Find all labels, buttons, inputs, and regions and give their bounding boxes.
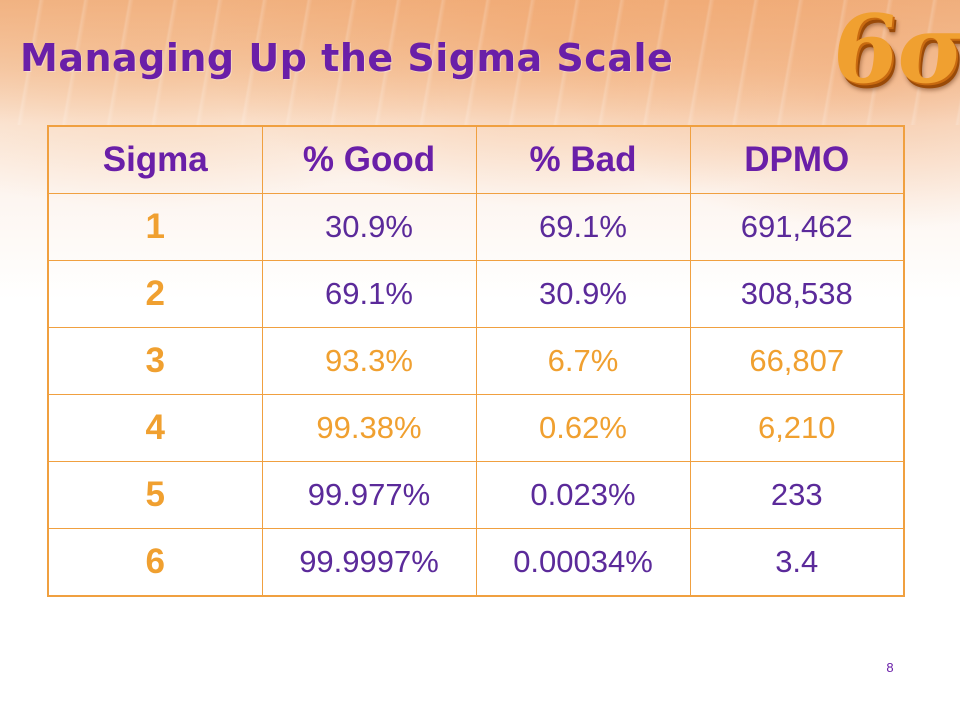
dpmo-cell: 3.4 [689, 528, 905, 597]
dpmo-cell: 233 [689, 461, 905, 529]
sigma-level-cell: 1 [47, 193, 263, 261]
slide-title: Managing Up the Sigma Scale [20, 36, 674, 80]
sigma-scale-table: Sigma % Good % Bad DPMO 1 30.9% 69.1% 69… [47, 125, 905, 597]
header-sigma: Sigma [47, 125, 263, 194]
dpmo-cell: 691,462 [689, 193, 905, 261]
six-sigma-logo: 6σ [826, 0, 960, 105]
percent-bad-cell: 30.9% [475, 260, 691, 328]
sigma-level-cell: 2 [47, 260, 263, 328]
percent-good-cell: 93.3% [261, 327, 477, 395]
percent-bad-cell: 0.00034% [475, 528, 691, 597]
dpmo-cell: 308,538 [689, 260, 905, 328]
sigma-level-cell: 4 [47, 394, 263, 462]
header-background [0, 0, 960, 125]
percent-good-cell: 99.38% [261, 394, 477, 462]
dpmo-cell: 66,807 [689, 327, 905, 395]
table-row: 5 99.977% 0.023% 233 [47, 461, 905, 529]
header-percent-bad: % Bad [475, 125, 691, 194]
table-row: 3 93.3% 6.7% 66,807 [47, 327, 905, 395]
percent-bad-cell: 69.1% [475, 193, 691, 261]
sigma-level-cell: 3 [47, 327, 263, 395]
dpmo-cell: 6,210 [689, 394, 905, 462]
percent-good-cell: 99.977% [261, 461, 477, 529]
header-dpmo: DPMO [689, 125, 905, 194]
table-header-row: Sigma % Good % Bad DPMO [47, 125, 905, 194]
sigma-level-cell: 5 [47, 461, 263, 529]
percent-bad-cell: 0.023% [475, 461, 691, 529]
page-number: 8 [886, 660, 894, 675]
table-row: 2 69.1% 30.9% 308,538 [47, 260, 905, 328]
table-row: 1 30.9% 69.1% 691,462 [47, 193, 905, 261]
percent-bad-cell: 0.62% [475, 394, 691, 462]
percent-good-cell: 69.1% [261, 260, 477, 328]
percent-good-cell: 30.9% [261, 193, 477, 261]
percent-good-cell: 99.9997% [261, 528, 477, 597]
percent-bad-cell: 6.7% [475, 327, 691, 395]
sigma-level-cell: 6 [47, 528, 263, 597]
table-row: 4 99.38% 0.62% 6,210 [47, 394, 905, 462]
table-row: 6 99.9997% 0.00034% 3.4 [47, 528, 905, 597]
header-percent-good: % Good [261, 125, 477, 194]
